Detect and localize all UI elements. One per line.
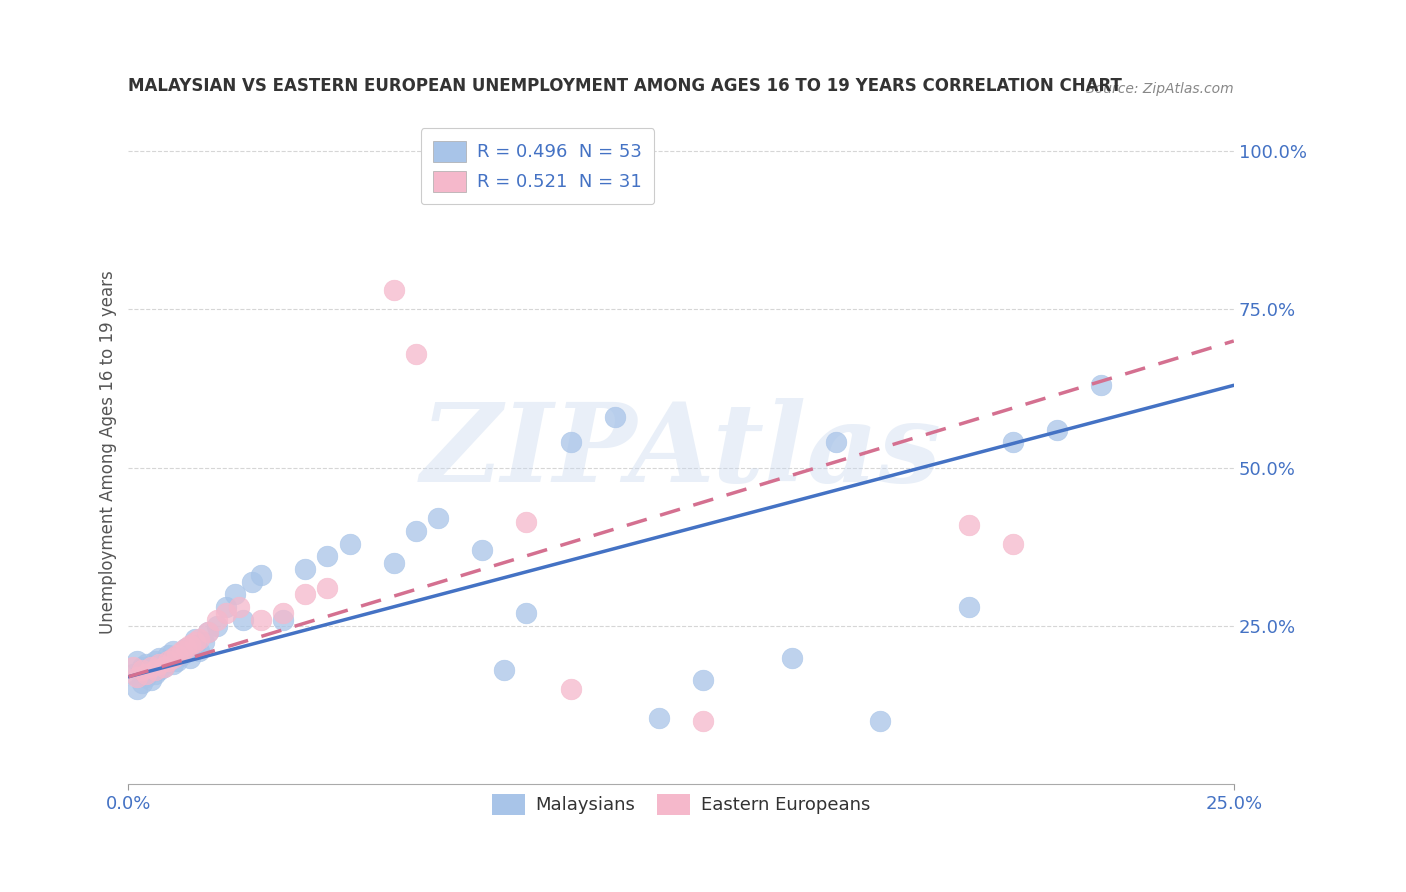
Point [603,409,626,424]
Point [560,435,582,450]
Point [405,346,427,360]
Point [153,660,176,674]
Point [188,632,211,646]
Point [232,613,254,627]
Point [271,613,294,627]
Point [131,664,153,678]
Point [494,664,516,678]
Point [197,625,219,640]
Point [869,714,891,728]
Point [316,549,339,564]
Point [1046,423,1069,437]
Point [148,657,170,671]
Point [184,635,207,649]
Point [166,648,188,662]
Point [825,435,848,450]
Point [143,654,166,668]
Text: Source: ZipAtlas.com: Source: ZipAtlas.com [1087,82,1234,96]
Point [193,635,215,649]
Point [179,650,201,665]
Point [515,607,537,621]
Point [127,654,149,668]
Point [294,587,316,601]
Point [179,638,201,652]
Point [215,600,238,615]
Point [148,664,170,678]
Y-axis label: Unemployment Among Ages 16 to 19 years: Unemployment Among Ages 16 to 19 years [100,270,117,633]
Text: MALAYSIAN VS EASTERN EUROPEAN UNEMPLOYMENT AMONG AGES 16 TO 19 YEARS CORRELATION: MALAYSIAN VS EASTERN EUROPEAN UNEMPLOYME… [128,78,1122,95]
Point [184,632,207,646]
Point [215,607,238,621]
Point [205,613,228,627]
Point [131,676,153,690]
Point [240,574,263,589]
Point [122,660,145,674]
Point [648,711,671,725]
Point [170,648,193,662]
Point [162,650,184,665]
Point [157,654,180,668]
Point [143,666,166,681]
Point [139,660,162,674]
Point [174,641,197,656]
Point [228,600,250,615]
Point [184,638,207,652]
Point [294,562,316,576]
Point [780,650,803,665]
Point [692,714,714,728]
Point [135,666,157,681]
Point [382,283,405,297]
Point [957,600,980,615]
Point [127,682,149,697]
Point [131,660,153,674]
Point [162,644,184,658]
Point [170,644,193,658]
Point [382,556,405,570]
Point [515,515,537,529]
Point [250,613,273,627]
Point [197,625,219,640]
Point [188,644,211,658]
Text: ZIPAtlas: ZIPAtlas [420,398,942,506]
Point [1001,435,1024,450]
Point [271,607,294,621]
Point [405,524,427,538]
Point [127,670,149,684]
Point [122,666,145,681]
Point [250,568,273,582]
Point [143,664,166,678]
Point [426,511,449,525]
Point [153,660,176,674]
Point [135,670,157,684]
Point [139,660,162,674]
Point [224,587,246,601]
Point [157,648,180,662]
Point [316,581,339,595]
Point [1001,537,1024,551]
Point [471,543,494,558]
Point [148,650,170,665]
Point [205,619,228,633]
Point [957,517,980,532]
Point [139,673,162,687]
Point [162,657,184,671]
Point [135,657,157,671]
Legend: Malaysians, Eastern Europeans: Malaysians, Eastern Europeans [485,787,877,822]
Point [692,673,714,687]
Point [166,654,188,668]
Point [1090,378,1112,392]
Point [339,537,361,551]
Point [174,641,197,656]
Point [560,682,582,697]
